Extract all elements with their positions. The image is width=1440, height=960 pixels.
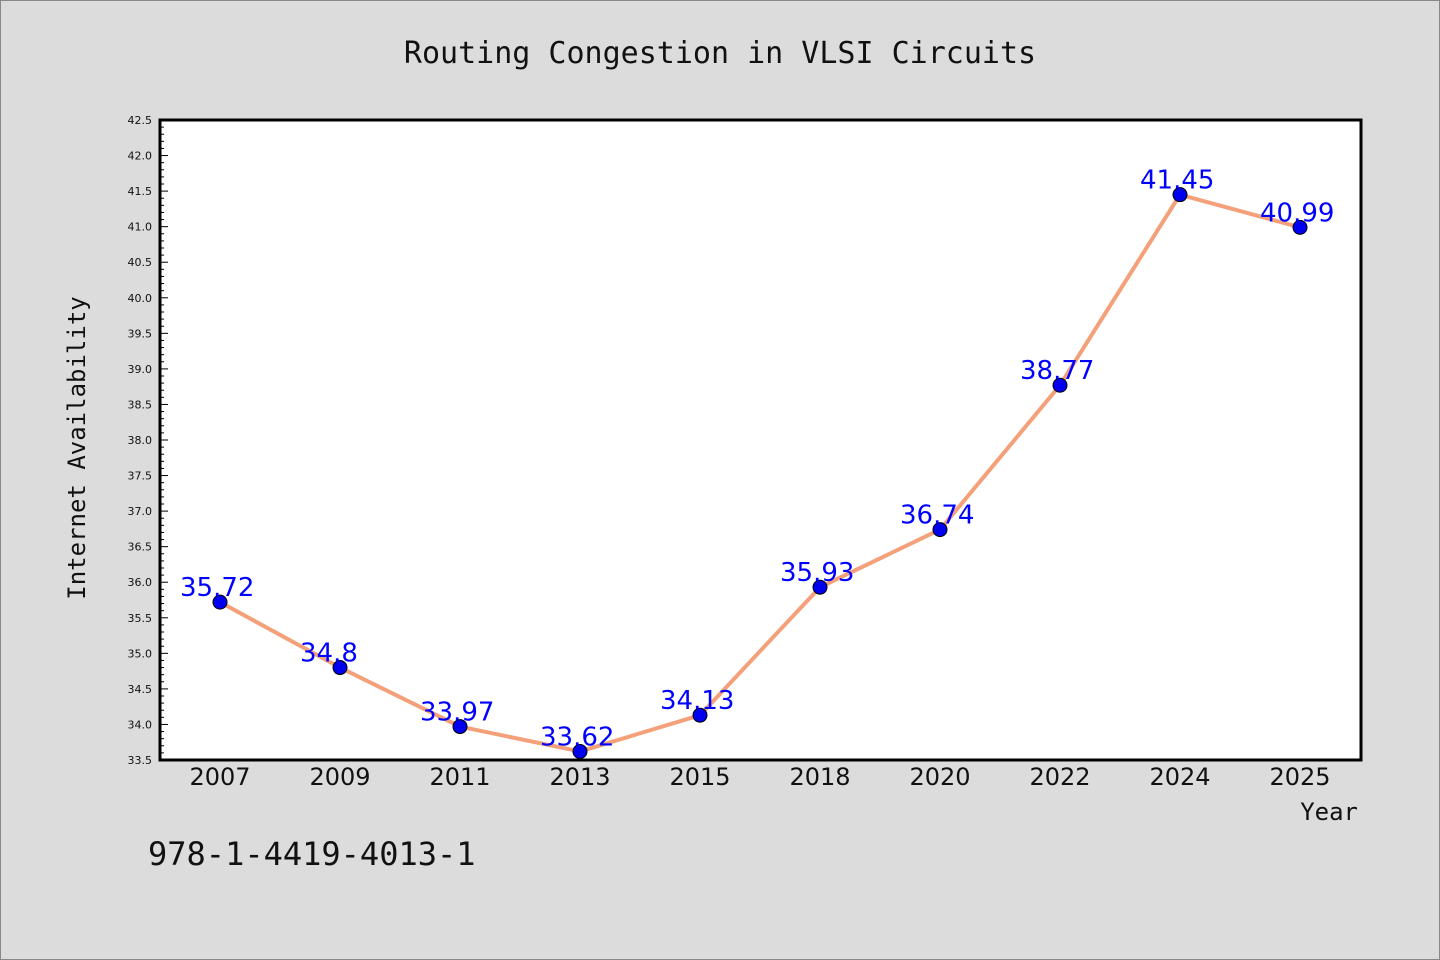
- data-markers: [212, 187, 1308, 759]
- x-tick-label: 2022: [1029, 763, 1090, 791]
- x-tick-label: 2011: [429, 763, 490, 791]
- data-point-marker: [212, 594, 228, 610]
- y-tick-label: 38.5: [128, 398, 153, 411]
- y-tick-label: 36.5: [128, 541, 153, 554]
- y-tick-label: 35.0: [128, 647, 153, 660]
- x-tick-label: 2018: [789, 763, 850, 791]
- y-axis: 33.5 34.0 34.5 35.0 35.5 36.0 36.5 37.0 37.5 38.0…: [128, 114, 168, 767]
- y-tick-label: 41.5: [128, 185, 153, 198]
- data-label: 34.8: [300, 639, 358, 669]
- chart-title: Routing Congestion in VLSI Circuits: [404, 36, 1036, 71]
- y-tick-label: 40.0: [128, 292, 153, 305]
- series-line-group: [219, 192, 1301, 754]
- y-tick-label: 39.5: [128, 327, 153, 340]
- x-tick-label: 2024: [1149, 763, 1210, 791]
- data-point-marker: [1172, 187, 1188, 203]
- data-labels-group: 35.72 34.8 33.97 33.62 34.13 35.93 36.74 38.77 4…: [180, 166, 1334, 753]
- data-point-marker: [332, 660, 348, 676]
- data-point-marker: [812, 579, 828, 595]
- y-tick-label: 34.0: [128, 718, 153, 731]
- data-point-marker: [932, 522, 948, 538]
- data-label: 33.97: [420, 698, 494, 728]
- y-tick-label: 42.5: [128, 114, 153, 127]
- y-tick-label: 40.5: [128, 256, 153, 269]
- x-axis-label: Year: [1300, 798, 1358, 826]
- y-tick-label: 41.0: [128, 221, 153, 234]
- footnote-isbn: 978-1-4419-4013-1: [148, 835, 476, 873]
- data-point-marker: [572, 743, 588, 759]
- y-tick-label: 35.5: [128, 612, 153, 625]
- y-axis-label: Internet Availability: [63, 296, 91, 599]
- y-tick-label: 38.0: [128, 434, 153, 447]
- data-label: 38.77: [1020, 356, 1094, 386]
- data-label: 36.74: [900, 501, 974, 531]
- y-tick-label: 34.5: [128, 683, 153, 696]
- data-label: 33.62: [540, 722, 614, 752]
- x-tick-label: 2015: [669, 763, 730, 791]
- data-label: 34.13: [660, 686, 734, 716]
- x-tick-label: 2025: [1269, 763, 1330, 791]
- data-label: 35.72: [180, 573, 254, 603]
- y-tick-label: 39.0: [128, 363, 153, 376]
- data-point-marker: [452, 719, 468, 735]
- data-point-marker: [1052, 377, 1068, 393]
- y-tick-label: 42.0: [128, 150, 153, 163]
- data-point-marker: [692, 707, 708, 723]
- x-tick-label: 2009: [309, 763, 370, 791]
- x-tick-label: 2013: [549, 763, 610, 791]
- x-axis: 2007 2009 2011 2013 2015 2018 2020 2022 2024 2025: [189, 763, 1330, 791]
- data-label: 35.93: [780, 558, 854, 588]
- y-tick-label: 36.0: [128, 576, 153, 589]
- data-point-marker: [1292, 219, 1308, 235]
- y-tick-label: 37.0: [128, 505, 153, 518]
- series-line: [219, 192, 1301, 754]
- y-tick-label: 37.5: [128, 470, 153, 483]
- data-label: 40.99: [1260, 198, 1334, 228]
- x-tick-label: 2007: [189, 763, 250, 791]
- data-label: 41.45: [1140, 166, 1214, 196]
- x-tick-label: 2020: [909, 763, 970, 791]
- y-tick-label: 33.5: [128, 754, 153, 767]
